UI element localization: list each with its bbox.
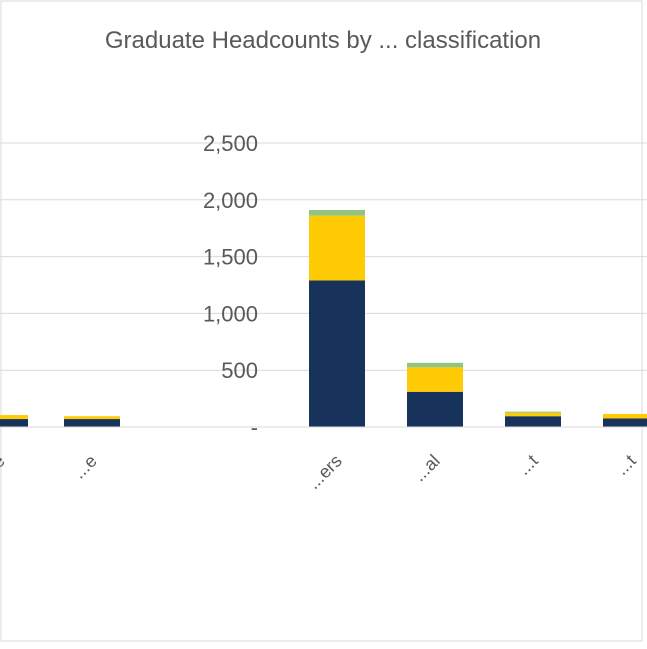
bar-segment bbox=[309, 210, 365, 216]
chart-title: Graduate Headcounts by ... classificatio… bbox=[105, 27, 541, 54]
y-tick-label: 1,500 bbox=[203, 245, 258, 270]
bar-segment bbox=[407, 367, 463, 392]
bar-segment bbox=[505, 412, 561, 417]
bar-segment bbox=[407, 391, 463, 427]
bars bbox=[0, 210, 647, 427]
bar-segment bbox=[64, 416, 120, 420]
bar-segment bbox=[505, 416, 561, 427]
bar-segment bbox=[309, 215, 365, 281]
bar-segment bbox=[407, 362, 463, 368]
bar-segment bbox=[64, 419, 120, 427]
bar-segment bbox=[603, 413, 647, 419]
bar-segment bbox=[0, 419, 28, 427]
bar-segment bbox=[309, 280, 365, 427]
y-tick-label: 2,500 bbox=[203, 131, 258, 156]
y-tick-label: 500 bbox=[221, 358, 258, 383]
bar-segment bbox=[505, 411, 561, 413]
y-tick-label: 1,000 bbox=[203, 301, 258, 326]
x-tick-label: ...e bbox=[0, 451, 9, 483]
bar-segment bbox=[0, 415, 28, 420]
bar-segment bbox=[603, 418, 647, 427]
y-tick-label: 2,000 bbox=[203, 188, 258, 213]
